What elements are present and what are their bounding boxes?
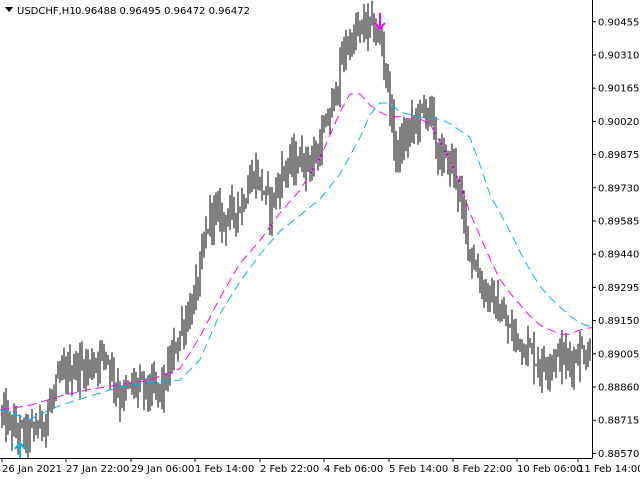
y-tick-label: 0.88860 xyxy=(598,383,639,394)
slow-ma-line xyxy=(0,102,593,420)
y-tick-label: 0.88715 xyxy=(598,416,639,427)
chart-header: USDCHF,H1 0.96488 0.96495 0.96472 0.9647… xyxy=(5,6,250,17)
y-tick-label: 0.89295 xyxy=(598,283,639,294)
signal-arrows xyxy=(14,12,386,459)
collapse-triangle-icon[interactable] xyxy=(5,7,13,12)
x-tick-label: 4 Feb 06:00 xyxy=(324,464,383,475)
x-tick-label: 29 Jan 06:00 xyxy=(131,464,194,475)
y-tick-label: 0.89440 xyxy=(598,250,639,261)
y-tick-label: 0.90020 xyxy=(598,117,639,128)
y-tick-label: 0.88570 xyxy=(598,449,639,460)
y-tick-label: 0.90310 xyxy=(598,51,639,62)
x-tick-label: 10 Feb 06:00 xyxy=(517,464,583,475)
y-tick-label: 0.89005 xyxy=(598,349,639,360)
fast-ma-line xyxy=(0,93,593,411)
x-tick-label: 2 Feb 22:00 xyxy=(260,464,319,475)
x-tick-label: 5 Feb 14:00 xyxy=(389,464,448,475)
price-bars xyxy=(1,0,591,460)
buy-arrow-icon xyxy=(14,441,26,459)
y-tick-label: 0.89150 xyxy=(598,316,639,327)
x-tick-label: 26 Jan 2021 xyxy=(2,464,62,475)
y-tick-label: 0.89875 xyxy=(598,150,639,161)
x-tick-label: 8 Feb 22:00 xyxy=(453,464,512,475)
sell-arrow-icon xyxy=(374,12,386,31)
ohlc-values: 0.96488 0.96495 0.96472 0.96472 xyxy=(75,6,250,17)
x-tick-label: 1 Feb 14:00 xyxy=(195,464,254,475)
symbol-timeframe: USDCHF,H1 xyxy=(17,6,76,17)
y-tick-label: 0.89730 xyxy=(598,183,639,194)
y-tick-label: 0.90165 xyxy=(598,84,639,95)
x-tick-label: 27 Jan 22:00 xyxy=(66,464,129,475)
moving-averages xyxy=(0,93,593,420)
y-tick-label: 0.90455 xyxy=(598,17,639,28)
y-tick-label: 0.89585 xyxy=(598,217,639,228)
x-tick-label: 11 Feb 14:00 xyxy=(578,464,640,475)
